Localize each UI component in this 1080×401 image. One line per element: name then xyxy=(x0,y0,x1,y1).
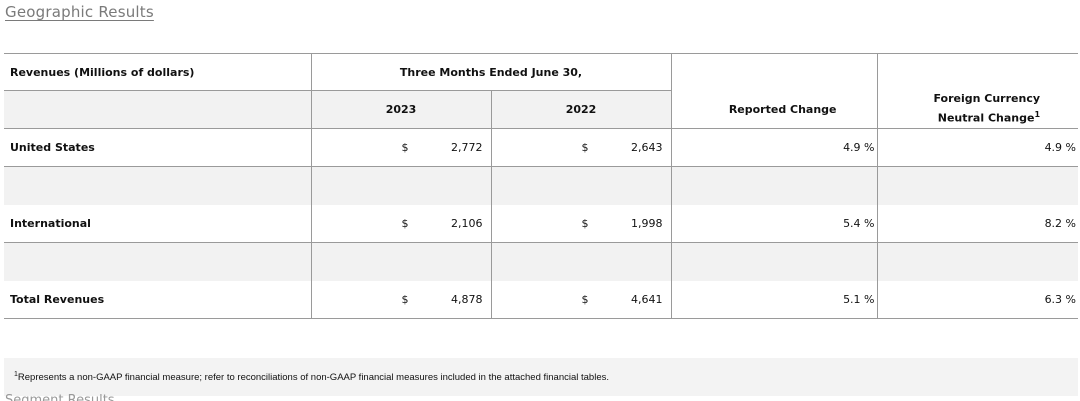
geographic-results-table: Revenues (Millions of dollars) Three Mon… xyxy=(4,53,1079,319)
currency-symbol: $ xyxy=(401,292,409,306)
value-2023: 2,106 xyxy=(451,216,483,230)
currency-symbol: $ xyxy=(581,292,589,306)
section-heading: Geographic Results xyxy=(5,3,154,21)
currency-symbol: $ xyxy=(401,216,409,230)
reported-change: 5.1 % xyxy=(671,280,878,319)
fc-neutral-change-header: Foreign Currency Neutral Change1 xyxy=(933,92,1041,126)
value-2022: 2,643 xyxy=(631,141,663,154)
year-2022-header: 2022 xyxy=(491,90,672,129)
currency-symbol: $ xyxy=(581,141,589,154)
value-2023: 4,878 xyxy=(451,292,483,306)
currency-symbol: $ xyxy=(581,216,589,230)
footnote: 1Represents a non-GAAP financial measure… xyxy=(4,358,1078,396)
year-2023-header: 2023 xyxy=(310,90,492,129)
next-section-heading: Segment Results xyxy=(5,394,125,401)
value-2022: 1,998 xyxy=(631,216,663,230)
row-label: United States xyxy=(4,128,311,167)
currency-symbol: $ xyxy=(401,141,409,154)
value-2023: 2,772 xyxy=(451,141,483,154)
row-label: International xyxy=(4,204,311,243)
fc-neutral-change: 8.2 % xyxy=(877,204,1079,243)
period-header: Three Months Ended June 30, xyxy=(310,53,672,91)
reported-change: 4.9 % xyxy=(671,128,878,167)
reported-change-header: Reported Change xyxy=(671,90,878,129)
footnote-text: Represents a non-GAAP financial measure;… xyxy=(17,372,609,384)
row-label: Total Revenues xyxy=(4,280,311,319)
table-row-us: United States $2,772 $2,643 4.9 % 4.9 % xyxy=(4,128,1079,167)
value-2022: 4,641 xyxy=(631,292,663,306)
table-row-international: International $2,106 $1,998 5.4 % 8.2 % xyxy=(4,204,1079,243)
reported-change: 5.4 % xyxy=(671,204,878,243)
footnote-marker: 1 xyxy=(14,371,18,378)
fc-neutral-change: 6.3 % xyxy=(877,280,1079,319)
fc-neutral-change: 4.9 % xyxy=(877,128,1079,167)
revenues-column-header: Revenues (Millions of dollars) xyxy=(4,53,311,91)
table-row-total: Total Revenues $4,878 $4,641 5.1 % 6.3 % xyxy=(4,280,1079,319)
